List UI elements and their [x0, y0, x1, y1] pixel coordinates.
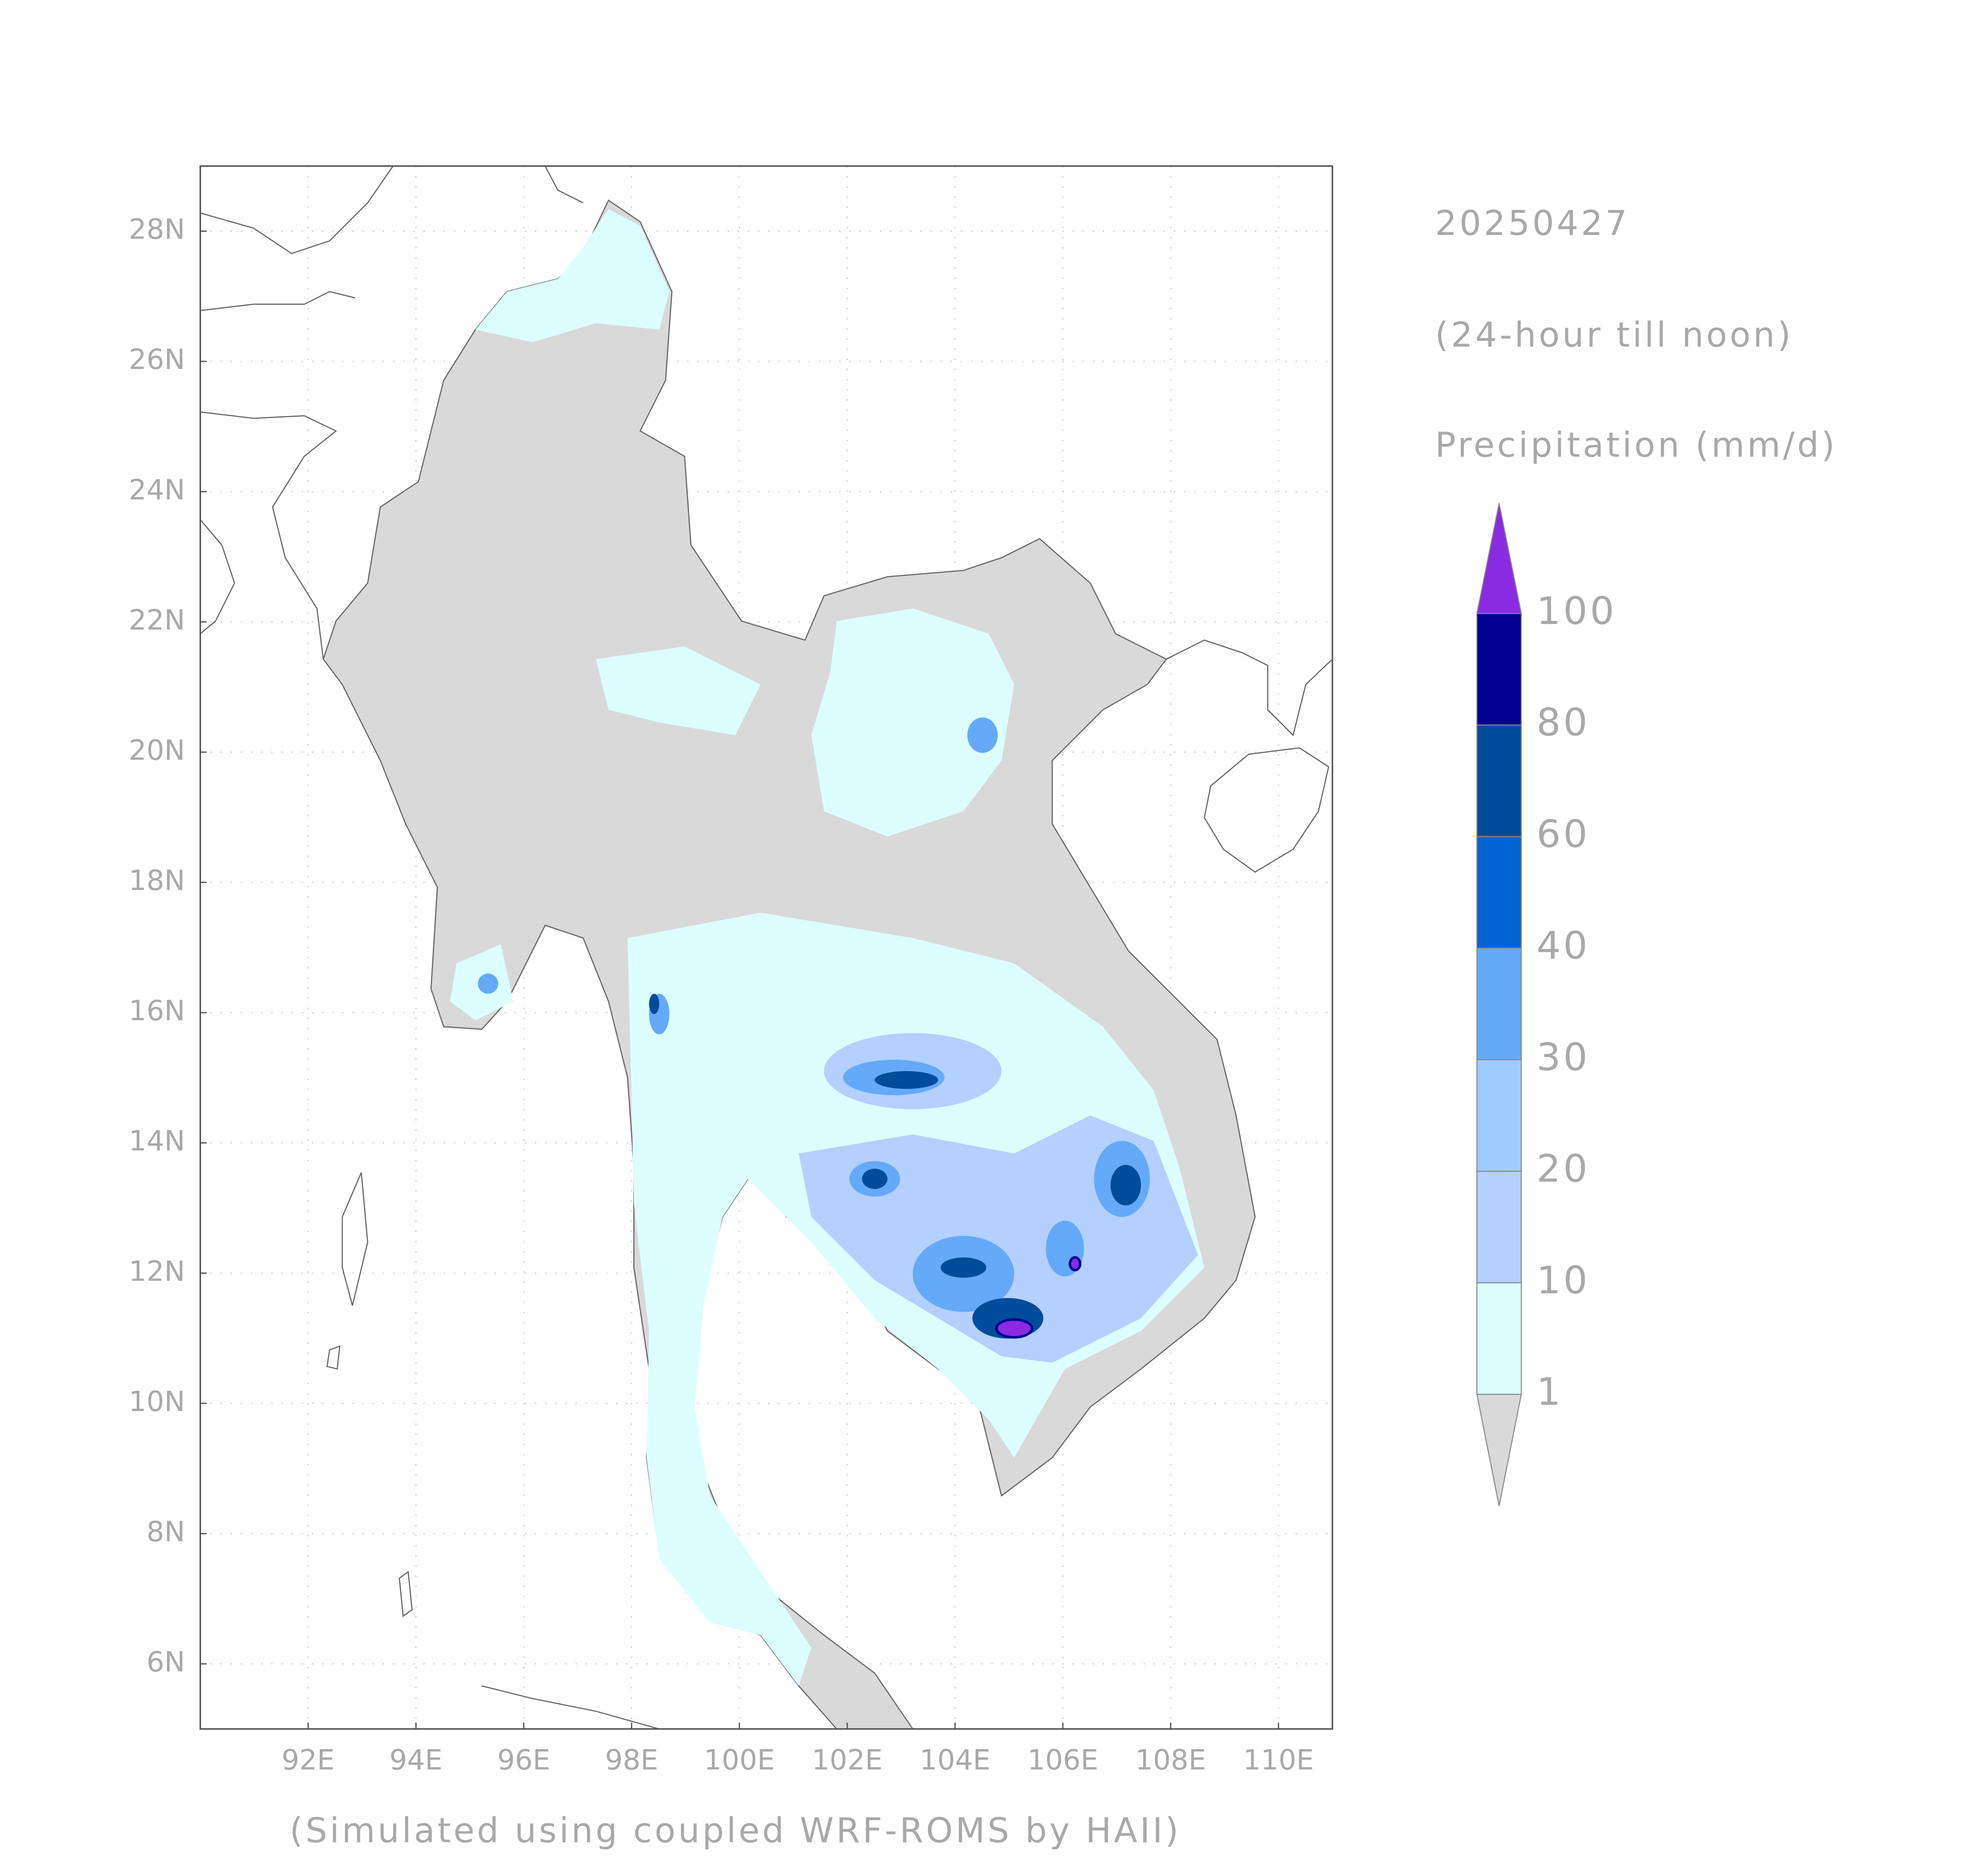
coastline — [544, 166, 584, 204]
y-tick-label: 18N — [129, 864, 185, 897]
coastline — [200, 519, 235, 634]
rain-extreme — [995, 1256, 1082, 1339]
variable: Precipitation (mm/d) — [1435, 426, 1837, 465]
colorbar-over — [1476, 503, 1522, 614]
coastline — [200, 411, 337, 659]
y-tick-label: 10N — [129, 1385, 185, 1418]
coastline — [200, 166, 394, 254]
period: (24-hour till noon) — [1435, 315, 1793, 355]
colorbar-label: 30 — [1537, 1035, 1590, 1080]
x-tick-label: 100E — [704, 1744, 775, 1776]
colorbar-segment — [1476, 1282, 1522, 1395]
rain-light — [811, 608, 1014, 837]
colorbar-segment — [1476, 613, 1522, 726]
coastline — [1166, 639, 1333, 737]
colorbar-segment — [1476, 724, 1522, 838]
map-layer — [200, 166, 1333, 1729]
x-tick-label: 98E — [605, 1744, 658, 1776]
y-tick-label: 8N — [146, 1516, 185, 1548]
footer: (Simulated using coupled WRF-ROMS by HAI… — [289, 1811, 1181, 1851]
colorbar-label: 80 — [1537, 701, 1590, 745]
colorbar-segment — [1476, 1059, 1522, 1172]
colorbar: 1 10 20 30 40 60 80 100 — [1476, 503, 1617, 1506]
colorbar-segment — [1476, 1171, 1522, 1284]
hainan — [1204, 747, 1330, 873]
rain-light — [475, 209, 669, 343]
colorbar-label: 60 — [1537, 812, 1590, 856]
x-tick-label: 96E — [497, 1744, 550, 1776]
colorbar-label: 100 — [1537, 589, 1617, 633]
y-tick-label: 22N — [129, 603, 185, 636]
y-tick-label: 20N — [129, 734, 185, 766]
x-tick-label: 108E — [1135, 1744, 1206, 1776]
x-tick-label: 94E — [389, 1744, 443, 1776]
island — [326, 1345, 341, 1370]
colorbar-label: 10 — [1537, 1258, 1590, 1302]
colorbar-label: 20 — [1537, 1147, 1590, 1191]
y-tick-label: 14N — [129, 1125, 185, 1157]
y-tick-label: 24N — [129, 473, 185, 506]
colorbar-label: 40 — [1537, 924, 1590, 968]
y-tick-label: 6N — [146, 1646, 185, 1678]
date: 20250427 — [1435, 204, 1629, 243]
map-frame — [199, 165, 1334, 1730]
x-tick-label: 106E — [1028, 1744, 1099, 1776]
axes: 92E 94E 96E 98E 100E 102E 104E 106E 108E 110E 6N 8N… — [129, 213, 1314, 1776]
x-tick-label: 92E — [281, 1744, 334, 1776]
coastline — [481, 1685, 660, 1729]
colorbar-under — [1476, 1394, 1522, 1506]
x-tick-label: 102E — [812, 1744, 883, 1776]
island — [342, 1172, 368, 1306]
coastline — [200, 291, 355, 311]
rain-very-heavy — [649, 993, 1141, 1339]
colorbar-segment — [1476, 947, 1522, 1060]
colorbar-label: 1 — [1537, 1370, 1564, 1414]
colorbar-segment — [1476, 836, 1522, 949]
rain-light — [596, 646, 761, 735]
y-tick-label: 16N — [129, 994, 185, 1027]
y-tick-label: 28N — [129, 213, 185, 246]
y-tick-label: 26N — [129, 343, 185, 376]
island — [398, 1570, 413, 1617]
y-tick-label: 12N — [129, 1255, 185, 1287]
x-tick-label: 110E — [1243, 1744, 1314, 1776]
x-tick-label: 104E — [920, 1744, 991, 1776]
